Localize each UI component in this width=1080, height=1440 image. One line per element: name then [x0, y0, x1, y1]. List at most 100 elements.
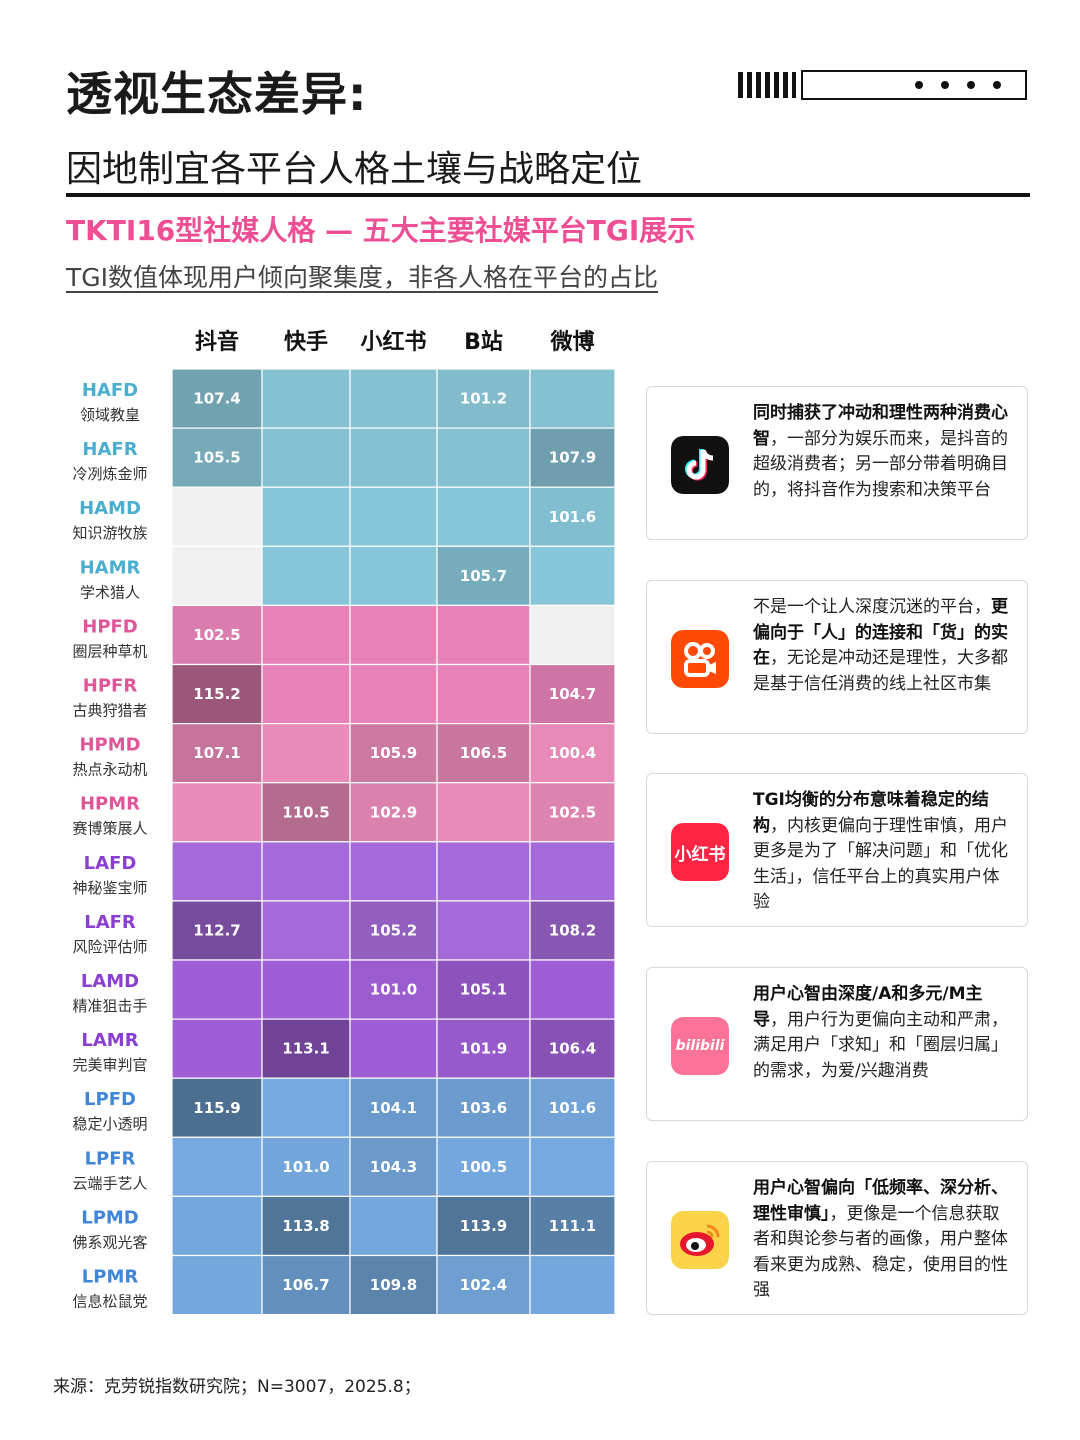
- platform-card: 小红书 TGI均衡的分布意味着稳定的结构，内核更偏向于理性审慎，用户更多是为了「解…: [646, 773, 1028, 927]
- heatmap-cell: [529, 1195, 616, 1257]
- description-highlight: TGI均衡的分布意味着稳定的结构: [753, 790, 989, 836]
- heatmap-cell: [529, 782, 616, 843]
- heatmap-cell: [436, 900, 531, 961]
- heatmap-cell: [529, 722, 616, 784]
- heatmap-cell: [436, 545, 531, 606]
- heatmap-cell: [171, 486, 263, 547]
- cell-value: 106.4: [549, 1040, 596, 1058]
- heatmap-cell: [529, 427, 616, 488]
- dot-decoration: [993, 81, 1001, 89]
- row-label-code: HPMD: [79, 735, 140, 756]
- heatmap-cell: [436, 1195, 531, 1257]
- row-label-code: HPFD: [82, 616, 138, 637]
- heatmap-cell: [436, 427, 531, 488]
- row-label-name: 风险评估师: [72, 938, 147, 956]
- cell-value: 105.9: [370, 744, 417, 762]
- heatmap-cell: [436, 486, 531, 547]
- platform-card: bilibili 用户心智由深度/A和多元/M主导，用户行为更偏向主动和严肃，满足…: [646, 967, 1028, 1121]
- source-note: 来源：克劳锐指数研究院；N=3007，2025.8；: [53, 1377, 421, 1397]
- row-label-name: 神秘鉴宝师: [72, 879, 147, 897]
- xiaohongshu-logo-text: 小红书: [671, 823, 729, 881]
- cell-value: 101.9: [460, 1040, 507, 1058]
- xiaohongshu-logo-icon: 小红书: [671, 823, 729, 881]
- cell-value: 104.1: [370, 1099, 417, 1117]
- cell-value: 109.8: [370, 1276, 417, 1294]
- heatmap-cell: [261, 1254, 351, 1316]
- cell-value: 106.5: [460, 744, 507, 762]
- heatmap-cell: [436, 604, 531, 666]
- heatmap-cell: [261, 722, 351, 784]
- row-label-name: 信息松鼠党: [72, 1293, 147, 1311]
- row-label-code: LAMD: [81, 971, 139, 992]
- cell-value: 100.4: [549, 744, 596, 762]
- platform-card: 同时捕获了冲动和理性两种消费心智，一部分为娱乐而来，是抖音的超级消费者；另一部分…: [646, 386, 1028, 540]
- row-label-code: LPFR: [85, 1148, 136, 1169]
- row-label-name: 云端手艺人: [72, 1174, 147, 1192]
- heatmap-cell: [529, 1018, 616, 1079]
- row-label-name: 古典狩猎者: [72, 702, 147, 720]
- heatmap-cell: [261, 900, 351, 961]
- heatmap-cell: [171, 663, 263, 725]
- heatmap-cell: [529, 1254, 616, 1316]
- dots-decoration: [801, 70, 1027, 100]
- heatmap-cell: [171, 1018, 263, 1079]
- cell-value: 107.9: [549, 449, 596, 467]
- description-text: ，用户行为更偏向主动和严肃，满足用户「求知」和「圈层归属」的需求，为爱/兴趣消费: [753, 1009, 1008, 1081]
- cell-value: 107.4: [193, 390, 240, 408]
- heatmap-cell: [529, 1136, 616, 1198]
- heatmap-cell: [349, 841, 438, 902]
- weibo-logo-icon: [671, 1211, 729, 1269]
- dot-decoration: [915, 81, 923, 89]
- description-text: ，更像是一个信息获取者和舆论参与者的画像，用户整体看来更为成熟、稳定，使用目的性…: [753, 1203, 1008, 1301]
- heatmap-cell: [349, 1195, 438, 1257]
- heatmap-cell: [171, 959, 263, 1020]
- heatmap-cell: [436, 782, 531, 843]
- platform-card: 用户心智偏向「低频率、深分析、理性审慎」，更像是一个信息获取者和舆论参与者的画像…: [646, 1161, 1028, 1315]
- cell-value: 102.4: [460, 1276, 507, 1294]
- heatmap-cell: [171, 368, 263, 429]
- heatmap-cell: [529, 486, 616, 547]
- description-text: 不是一个让人深度沉迷的平台，: [753, 597, 991, 617]
- column-header: 快手: [284, 330, 328, 355]
- heatmap-cell: [436, 1136, 531, 1198]
- page-subtitle: 因地制宜各平台人格土壤与战略定位: [66, 149, 643, 190]
- heatmap-cell: [171, 900, 263, 961]
- heatmap-cell: [261, 663, 351, 725]
- row-label-name: 领域教皇: [80, 406, 140, 424]
- row-label-name: 冷冽炼金师: [72, 465, 147, 483]
- heatmap-cell: [171, 1077, 263, 1138]
- cell-value: 104.3: [370, 1158, 417, 1176]
- row-label-name: 佛系观光客: [72, 1233, 147, 1251]
- heatmap-cell: [529, 604, 616, 666]
- column-header: B站: [464, 330, 503, 355]
- row-label-name: 稳定小透明: [72, 1115, 147, 1133]
- row-label-code: LPFD: [84, 1089, 136, 1110]
- heatmap-cell: [349, 368, 438, 429]
- heatmap-cell: [349, 545, 438, 606]
- cell-value: 115.9: [193, 1099, 240, 1117]
- dot-decoration: [941, 81, 949, 89]
- heatmap-cell: [261, 368, 351, 429]
- heatmap-cell: [349, 1018, 438, 1079]
- row-label-name: 完美审判官: [72, 1056, 147, 1074]
- row-label-name: 赛博策展人: [72, 820, 147, 838]
- row-label-name: 精准狙击手: [72, 997, 147, 1015]
- cell-value: 101.6: [549, 508, 596, 526]
- heatmap-cell: [349, 722, 438, 784]
- kuaishou-logo-icon: [671, 630, 729, 688]
- heatmap-cell: [436, 663, 531, 725]
- heatmap-cell: [529, 900, 616, 961]
- cell-value: 113.9: [460, 1217, 507, 1235]
- row-label-code: HAFR: [82, 439, 137, 460]
- heatmap-cell: [349, 486, 438, 547]
- cell-value: 106.7: [282, 1276, 329, 1294]
- cell-value: 110.5: [282, 803, 329, 821]
- heatmap-cell: [261, 1195, 351, 1257]
- row-label-code: LPMD: [81, 1207, 139, 1228]
- cell-value: 102.5: [193, 626, 240, 644]
- platform-description: 同时捕获了冲动和理性两种消费心智，一部分为娱乐而来，是抖音的超级消费者；另一部分…: [753, 401, 1015, 503]
- description-highlight: 用户心智由深度/A和多元/M主导: [753, 984, 983, 1030]
- cell-value: 101.0: [370, 981, 417, 999]
- cell-value: 105.5: [193, 449, 240, 467]
